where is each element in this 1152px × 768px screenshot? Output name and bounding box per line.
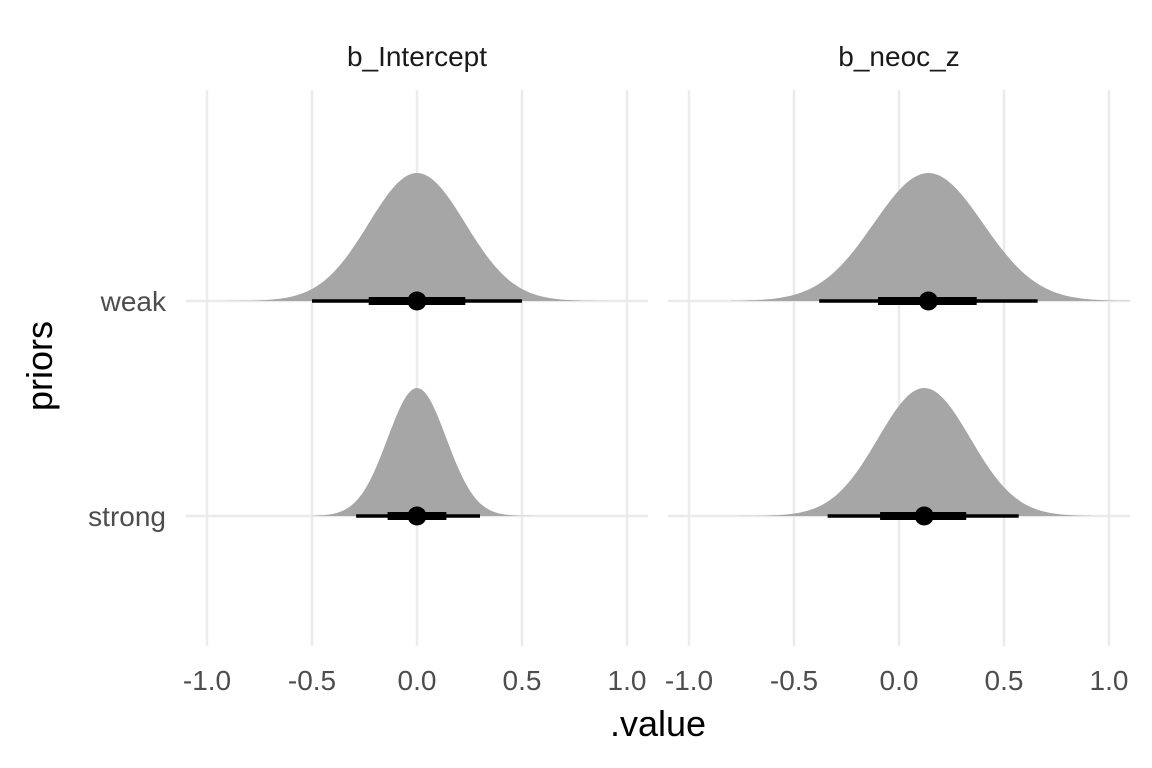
x-tick-label: 0.5 <box>985 665 1024 696</box>
x-tick-label: -1.0 <box>183 665 231 696</box>
x-tick-label: 0.0 <box>880 665 919 696</box>
facet-panel: b_neoc_z <box>668 41 1133 646</box>
density-slab-weak <box>207 173 638 301</box>
facet-title: b_Intercept <box>347 41 487 72</box>
facet-panel: b_Intercept <box>186 41 648 646</box>
x-axis-title: .value <box>610 703 706 744</box>
point-estimate-weak <box>918 291 938 311</box>
x-tick-label: 1.0 <box>608 665 647 696</box>
point-estimate-strong <box>407 506 427 526</box>
y-axis-ticks: weak strong <box>88 286 167 532</box>
facet-title: b_neoc_z <box>838 41 959 72</box>
x-tick-label: 0.5 <box>503 665 542 696</box>
x-tick-label: 0.0 <box>398 665 437 696</box>
density-slab-strong <box>312 388 537 516</box>
x-tick-label: 1.0 <box>1090 665 1129 696</box>
point-estimate-weak <box>407 291 427 311</box>
x-tick-label: -0.5 <box>288 665 336 696</box>
density-slab-weak <box>731 173 1133 301</box>
x-tick-label: -1.0 <box>665 665 713 696</box>
facet-panels: b_Intercept b_neoc_z <box>186 41 1133 646</box>
y-tick-label-strong: strong <box>88 501 166 532</box>
x-tick-label: -0.5 <box>770 665 818 696</box>
point-estimate-strong <box>914 506 934 526</box>
y-tick-label-weak: weak <box>100 286 167 317</box>
x-axis-ticks: -1.0 -0.5 0.0 0.5 1.0 -1.0 -0.5 0.0 0.5 1.0 <box>183 665 1129 696</box>
density-slab-strong <box>731 388 1091 516</box>
y-axis-title: priors <box>19 321 60 411</box>
